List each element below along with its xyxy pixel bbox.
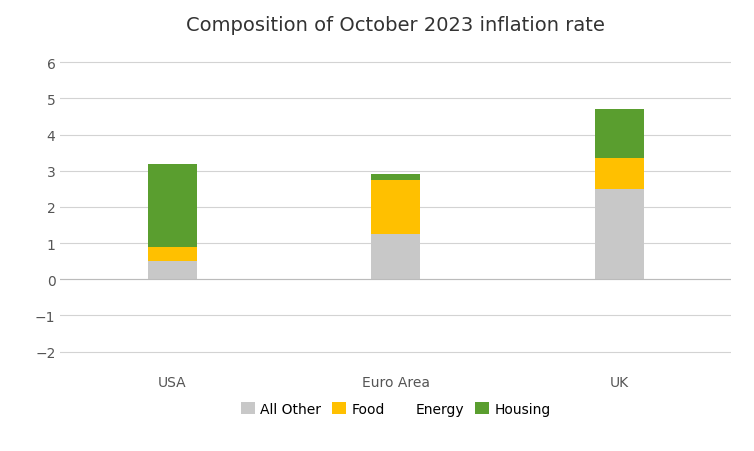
Title: Composition of October 2023 inflation rate: Composition of October 2023 inflation ra…	[186, 16, 605, 35]
Legend: All Other, Food, Energy, Housing: All Other, Food, Energy, Housing	[235, 396, 556, 421]
Bar	[595, 189, 644, 280]
Bar	[148, 247, 197, 262]
Bar	[595, 110, 644, 159]
Bar	[148, 262, 197, 280]
Bar	[148, 164, 197, 247]
Bar	[371, 175, 421, 180]
Bar	[595, 159, 644, 189]
Bar	[371, 235, 421, 280]
Bar	[371, 180, 421, 235]
